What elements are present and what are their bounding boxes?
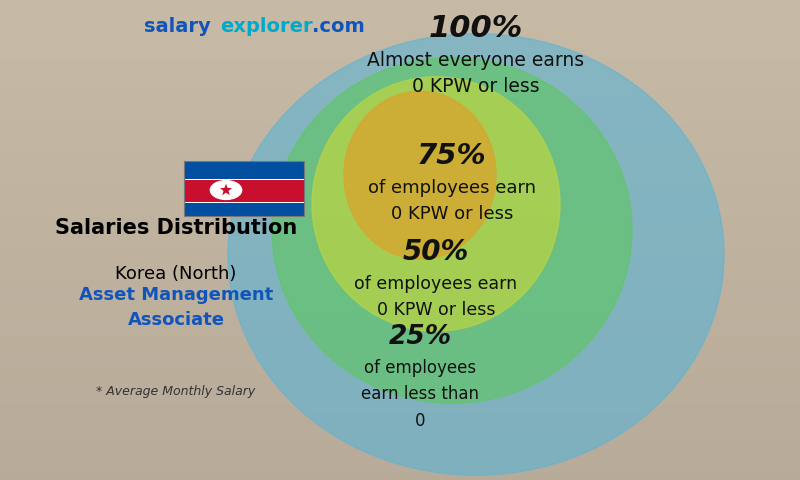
Text: 0 KPW or less: 0 KPW or less bbox=[412, 77, 540, 96]
Polygon shape bbox=[220, 184, 232, 195]
FancyBboxPatch shape bbox=[184, 179, 304, 180]
FancyBboxPatch shape bbox=[184, 179, 304, 202]
Text: explorer: explorer bbox=[220, 17, 313, 36]
Text: Korea (North): Korea (North) bbox=[115, 265, 237, 283]
Text: 0 KPW or less: 0 KPW or less bbox=[391, 205, 513, 223]
Text: 50%: 50% bbox=[403, 239, 469, 266]
Text: of employees: of employees bbox=[364, 359, 476, 377]
Text: 25%: 25% bbox=[389, 324, 451, 350]
Text: .com: .com bbox=[312, 17, 365, 36]
FancyBboxPatch shape bbox=[184, 202, 304, 216]
Text: Salaries Distribution: Salaries Distribution bbox=[55, 217, 297, 238]
FancyBboxPatch shape bbox=[184, 202, 304, 203]
Text: Almost everyone earns: Almost everyone earns bbox=[367, 50, 585, 70]
Text: 0: 0 bbox=[414, 411, 426, 430]
Ellipse shape bbox=[312, 77, 560, 331]
Ellipse shape bbox=[228, 34, 724, 475]
FancyBboxPatch shape bbox=[184, 161, 304, 179]
Text: 100%: 100% bbox=[429, 14, 523, 43]
Text: of employees earn: of employees earn bbox=[368, 179, 536, 197]
Text: of employees earn: of employees earn bbox=[354, 275, 518, 293]
Text: salary: salary bbox=[144, 17, 210, 36]
Text: Asset Management
Associate: Asset Management Associate bbox=[79, 286, 273, 329]
Text: earn less than: earn less than bbox=[361, 385, 479, 403]
Ellipse shape bbox=[272, 58, 632, 403]
Text: 75%: 75% bbox=[417, 143, 487, 170]
Text: * Average Monthly Salary: * Average Monthly Salary bbox=[96, 385, 256, 398]
Ellipse shape bbox=[344, 91, 496, 259]
Circle shape bbox=[210, 180, 242, 200]
Text: 0 KPW or less: 0 KPW or less bbox=[377, 301, 495, 319]
